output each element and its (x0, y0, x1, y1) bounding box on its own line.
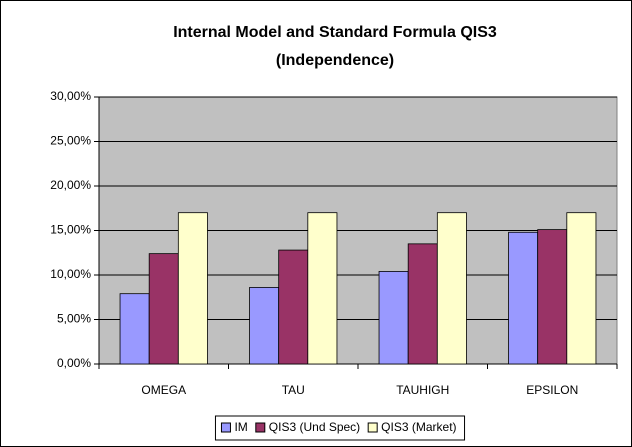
legend-swatch (255, 422, 266, 433)
x-tick-label: EPSILON (526, 383, 578, 397)
bar (566, 212, 597, 365)
x-tick-label: OMEGA (141, 383, 186, 397)
chart-title: (Independence) (276, 52, 394, 69)
y-tick-label: 20,00% (50, 178, 91, 192)
legend-label: QIS3 (Market) (381, 420, 456, 434)
bar (378, 271, 409, 365)
bar (537, 229, 568, 365)
bar (177, 212, 208, 365)
y-tick-label: 5,00% (57, 312, 91, 326)
x-tick-label: TAUHIGH (396, 383, 449, 397)
y-tick-label: 15,00% (50, 223, 91, 237)
y-tick-label: 30,00% (50, 89, 91, 103)
bar (249, 287, 280, 365)
bar (148, 253, 179, 365)
bar (278, 249, 309, 365)
legend-swatch (220, 422, 231, 433)
y-tick-label: 10,00% (50, 267, 91, 281)
bar (307, 212, 338, 365)
x-tick-label: TAU (282, 383, 305, 397)
legend-swatch (367, 422, 378, 433)
chart-title: Internal Model and Standard Formula QIS3 (173, 24, 497, 41)
bar (508, 231, 539, 365)
bar (119, 293, 150, 365)
y-tick-label: 0,00% (57, 356, 91, 370)
bar (436, 212, 467, 365)
bar (407, 243, 438, 365)
legend-label: IM (234, 420, 247, 434)
legend-label: QIS3 (Und Spec) (269, 420, 360, 434)
y-tick-label: 25,00% (50, 134, 91, 148)
